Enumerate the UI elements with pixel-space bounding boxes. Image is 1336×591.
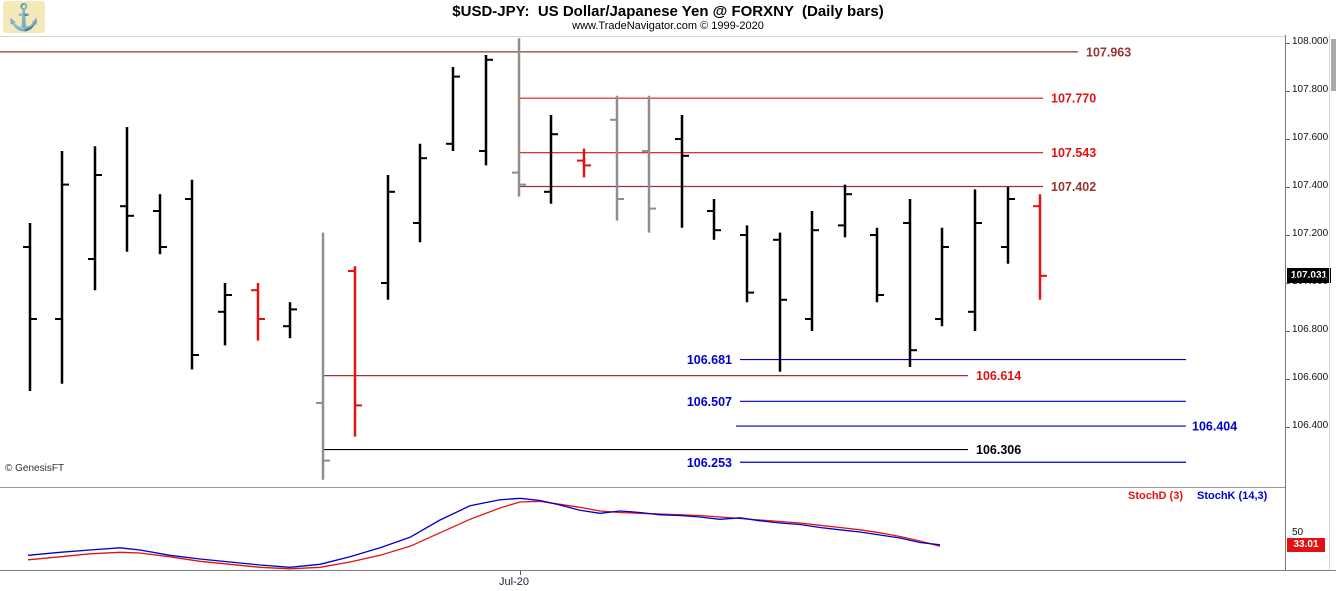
stoch-d-label[interactable]: StochD (3) bbox=[1128, 490, 1183, 502]
price-axis-label: 106.800 bbox=[1292, 324, 1329, 335]
ohlc-bar bbox=[707, 199, 721, 240]
level-label-106.614: 106.614 bbox=[976, 369, 1021, 383]
ohlc-bar bbox=[544, 115, 558, 204]
stochastic-canvas bbox=[27, 497, 941, 570]
level-label-107.543: 107.543 bbox=[1051, 146, 1096, 160]
level-label-106.253: 106.253 bbox=[687, 456, 732, 470]
price-axis-tick bbox=[1286, 283, 1290, 284]
ohlc-bar bbox=[773, 232, 787, 372]
stoch-k-label[interactable]: StochK (14,3) bbox=[1197, 490, 1268, 502]
stochastic-panel[interactable]: StochD (3) StochK (14,3) bbox=[0, 487, 1285, 570]
ohlc-bar bbox=[316, 232, 330, 480]
price-axis-label: 108.000 bbox=[1292, 36, 1329, 47]
scrollbar[interactable] bbox=[1329, 35, 1336, 570]
stoch-line-StochK bbox=[27, 497, 941, 568]
price-axis-tick bbox=[1286, 379, 1290, 380]
ohlc-bar bbox=[642, 95, 656, 233]
ohlc-bar bbox=[23, 223, 37, 391]
level-label-106.306: 106.306 bbox=[976, 443, 1021, 457]
price-axis-tick bbox=[1286, 43, 1290, 44]
stoch-line-StochD bbox=[27, 500, 941, 570]
ohlc-bar bbox=[153, 194, 167, 255]
ohlc-bar bbox=[903, 199, 917, 367]
ohlc-bar bbox=[251, 283, 265, 341]
price-axis-tick bbox=[1286, 91, 1290, 92]
ohlc-bar bbox=[838, 184, 852, 238]
price-axis-tick bbox=[1286, 187, 1290, 188]
time-tick bbox=[520, 571, 521, 575]
ohlc-bar bbox=[675, 115, 689, 228]
price-chart-canvas: 107.963 107.770 107.543 107.402 106.681 106.6… bbox=[0, 38, 1237, 480]
chart-header: ⚓ $USD-JPY: US Dollar/Japanese Yen @ FOR… bbox=[0, 0, 1336, 35]
price-axis-label: 106.400 bbox=[1292, 420, 1329, 431]
ohlc-bar bbox=[1033, 194, 1047, 300]
time-axis[interactable]: Jul-20 bbox=[0, 570, 1336, 591]
ohlc-bar bbox=[120, 127, 134, 252]
ohlc-bar bbox=[577, 148, 591, 178]
ohlc-bar bbox=[512, 38, 526, 197]
ohlc-bar bbox=[805, 211, 819, 331]
level-label-106.507: 106.507 bbox=[687, 395, 732, 409]
price-axis-tick bbox=[1286, 331, 1290, 332]
level-label-107.963: 107.963 bbox=[1086, 45, 1131, 59]
price-axis-tick bbox=[1286, 235, 1290, 236]
ohlc-bar bbox=[968, 189, 982, 331]
ohlc-bar bbox=[1001, 187, 1015, 264]
stoch-value-badge: 33.01 bbox=[1287, 538, 1325, 553]
anchor-icon: ⚓ bbox=[3, 1, 45, 33]
ohlc-bar bbox=[610, 95, 624, 221]
stoch-mid-label: 50 bbox=[1292, 526, 1304, 538]
ohlc-bar bbox=[88, 146, 102, 291]
level-label-106.404: 106.404 bbox=[1192, 420, 1237, 434]
price-chart-area[interactable]: 107.963 107.770 107.543 107.402 106.681 106.6… bbox=[0, 35, 1285, 487]
price-axis-label: 107.600 bbox=[1292, 132, 1329, 143]
price-axis-label: 107.400 bbox=[1292, 180, 1329, 191]
chart-title: $USD-JPY: US Dollar/Japanese Yen @ FORXN… bbox=[452, 3, 884, 20]
price-axis-tick bbox=[1286, 427, 1290, 428]
ohlc-bar bbox=[446, 67, 460, 151]
genesis-copyright: © GenesisFT bbox=[5, 463, 65, 474]
ohlc-bar bbox=[413, 143, 427, 243]
scrollbar-thumb[interactable] bbox=[1331, 39, 1336, 91]
anchor-glyph: ⚓ bbox=[7, 2, 41, 32]
ohlc-bar bbox=[348, 266, 362, 437]
ohlc-bar bbox=[218, 283, 232, 346]
ohlc-bar bbox=[55, 151, 69, 384]
right-axis[interactable]: 107.031 50 33.01 108.000 107.800 107.600 10… bbox=[1285, 35, 1336, 570]
ohlc-bar bbox=[740, 225, 754, 303]
ohlc-bar bbox=[870, 227, 884, 303]
level-label-106.681: 106.681 bbox=[687, 353, 732, 367]
level-label-107.770: 107.770 bbox=[1051, 92, 1096, 106]
ohlc-bar bbox=[381, 175, 395, 300]
ohlc-bar bbox=[283, 302, 297, 339]
price-axis-label: 106.600 bbox=[1292, 372, 1329, 383]
ohlc-bar bbox=[185, 179, 199, 370]
price-axis-tick bbox=[1286, 139, 1290, 140]
ohlc-bar bbox=[935, 227, 949, 327]
current-price-badge: 107.031 bbox=[1287, 267, 1331, 283]
chart-subtitle: www.TradeNavigator.com © 1999-2020 bbox=[572, 20, 764, 32]
ohlc-bar bbox=[479, 55, 493, 166]
price-axis-label: 107.000 bbox=[1292, 276, 1329, 287]
chart-top-border bbox=[0, 36, 1330, 37]
price-axis-label: 107.800 bbox=[1292, 84, 1329, 95]
level-label-107.402: 107.402 bbox=[1051, 180, 1096, 194]
price-axis-label: 107.200 bbox=[1292, 228, 1329, 239]
time-label: Jul-20 bbox=[499, 576, 529, 588]
